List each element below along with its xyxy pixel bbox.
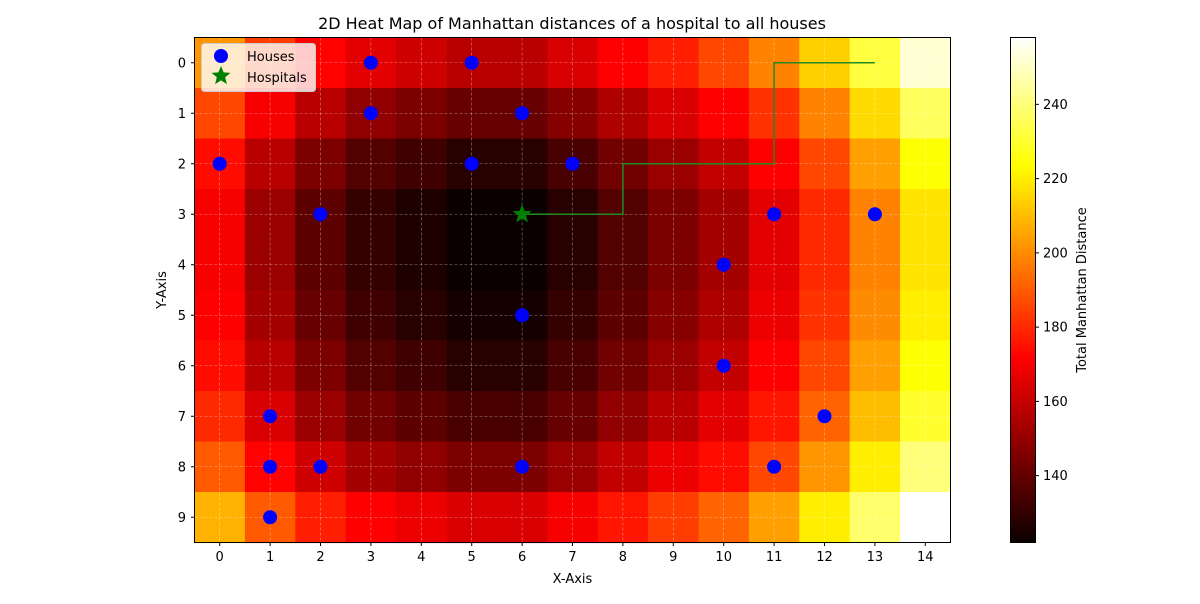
house-marker [363, 55, 378, 70]
x-tick-label: 13 [867, 550, 884, 565]
x-tick-label: 2 [316, 550, 324, 565]
y-axis-label: Y-Axis [155, 271, 170, 310]
x-ticks: 0 1 2 3 4 5 6 7 8 9 10 11 12 13 14 [216, 542, 934, 565]
house-marker [817, 409, 832, 424]
path-line [522, 62, 875, 215]
colorbar-tick-label: 140 [1043, 469, 1068, 484]
house-marker [212, 156, 227, 171]
x-tick-label: 6 [518, 550, 526, 565]
legend-hospitals-label: Hospitals [247, 71, 307, 86]
y-tick-label: 3 [178, 208, 186, 223]
x-axis-label: X-Axis [553, 572, 593, 587]
house-marker [565, 156, 580, 171]
x-tick-label: 9 [669, 550, 677, 565]
y-tick-label: 2 [178, 157, 186, 172]
legend-box [201, 43, 316, 92]
colorbar-tick-label: 240 [1043, 98, 1068, 113]
legend: Houses Hospitals [201, 43, 316, 92]
x-tick-label: 4 [417, 550, 425, 565]
x-tick-label: 14 [917, 550, 934, 565]
colorbar-tick-label: 160 [1043, 395, 1068, 410]
house-marker [464, 156, 479, 171]
x-tick-label: 11 [766, 550, 783, 565]
house-marker [515, 308, 530, 323]
house-marker [767, 459, 782, 474]
legend-hospital-marker [211, 66, 231, 85]
x-tick-label: 5 [468, 550, 476, 565]
colorbar [1010, 37, 1036, 543]
house-marker [515, 106, 530, 121]
legend-houses-label: Houses [247, 50, 295, 65]
x-tick-label: 0 [216, 550, 224, 565]
house-marker [263, 459, 278, 474]
house-marker [263, 409, 278, 424]
house-marker [515, 459, 530, 474]
y-tick-label: 6 [178, 359, 186, 374]
colorbar-ticks: 140 160 180 200 220 240 [1035, 98, 1068, 484]
colorbar-tick-label: 220 [1043, 172, 1068, 187]
chart-title: 2D Heat Map of Manhattan distances of a … [318, 14, 826, 33]
house-marker [867, 207, 882, 222]
x-tick-label: 3 [367, 550, 375, 565]
y-tick-label: 4 [178, 258, 186, 273]
legend-house-marker [214, 49, 228, 63]
colorbar-label: Total Manhattan Distance [1075, 207, 1090, 374]
y-tick-label: 7 [178, 410, 186, 425]
y-tick-label: 5 [178, 309, 186, 324]
y-tick-label: 9 [178, 511, 186, 526]
route-path [522, 62, 875, 215]
heatmap-cell [396, 88, 448, 140]
x-tick-label: 1 [266, 550, 274, 565]
x-tick-label: 12 [816, 550, 833, 565]
house-marker [313, 459, 328, 474]
house-marker [716, 358, 731, 373]
colorbar-tick-label: 200 [1043, 246, 1068, 261]
points [212, 55, 882, 525]
house-marker [313, 207, 328, 222]
hospital-marker [512, 204, 532, 223]
x-tick-label: 8 [619, 550, 627, 565]
y-ticks: 0 1 2 3 4 5 6 7 8 9 [178, 56, 195, 526]
house-marker [363, 106, 378, 121]
house-marker [716, 257, 731, 272]
house-marker [767, 207, 782, 222]
x-tick-label: 10 [715, 550, 732, 565]
y-tick-label: 1 [178, 107, 186, 122]
colorbar-tick-label: 180 [1043, 321, 1068, 336]
y-tick-label: 8 [178, 460, 186, 475]
house-marker [263, 510, 278, 525]
y-tick-label: 0 [178, 56, 186, 71]
house-marker [464, 55, 479, 70]
x-tick-label: 7 [568, 550, 576, 565]
